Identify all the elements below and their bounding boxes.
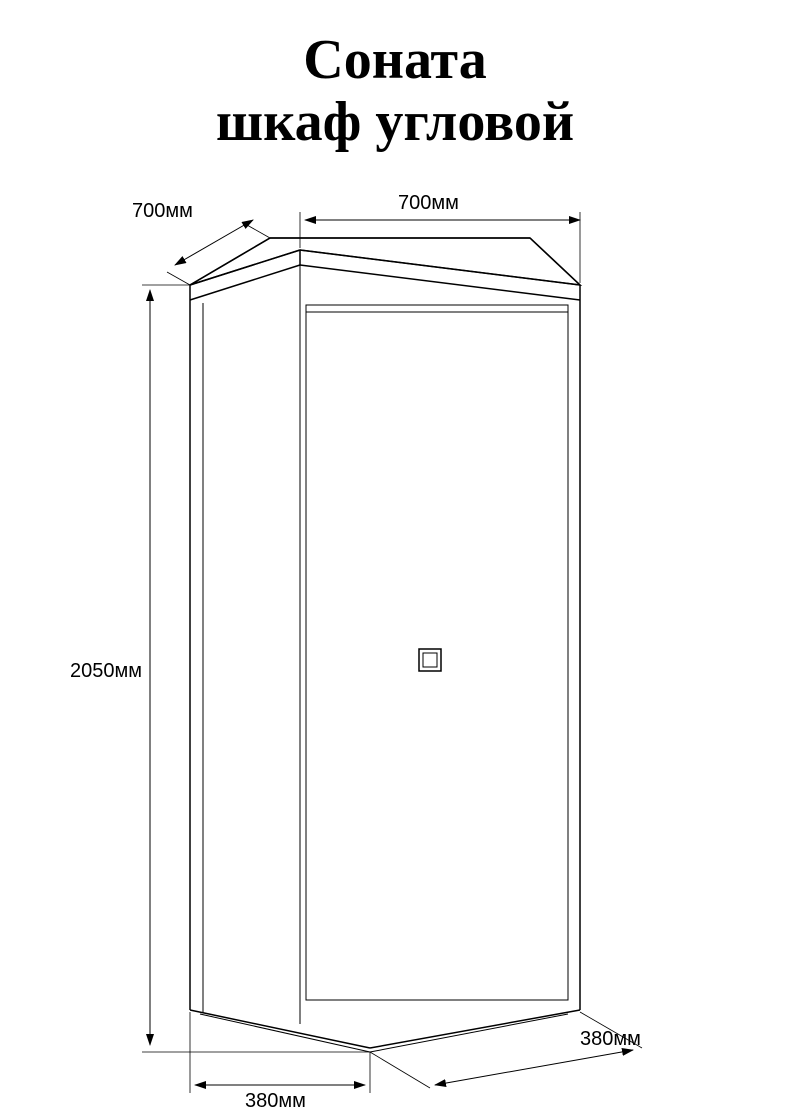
door-handle-icon	[419, 649, 441, 671]
dim-bottom-left: 380мм	[245, 1090, 306, 1113]
cabinet-bottom	[190, 1010, 580, 1052]
dimensions	[142, 212, 642, 1093]
cabinet-body	[190, 265, 580, 1024]
dim-depth-top-left: 700мм	[132, 200, 193, 223]
dim-bottom-right: 380мм	[580, 1028, 641, 1051]
title-line-1: Соната	[0, 30, 790, 92]
cabinet-top	[190, 238, 580, 300]
dim-height: 2050мм	[70, 660, 142, 683]
diagram: 700мм 700мм 2050мм 380мм 380мм	[0, 190, 790, 1117]
dim-width-top: 700мм	[398, 192, 459, 215]
cabinet-svg	[0, 190, 790, 1117]
page-title: Соната шкаф угловой	[0, 0, 790, 153]
title-line-2: шкаф угловой	[0, 92, 790, 154]
